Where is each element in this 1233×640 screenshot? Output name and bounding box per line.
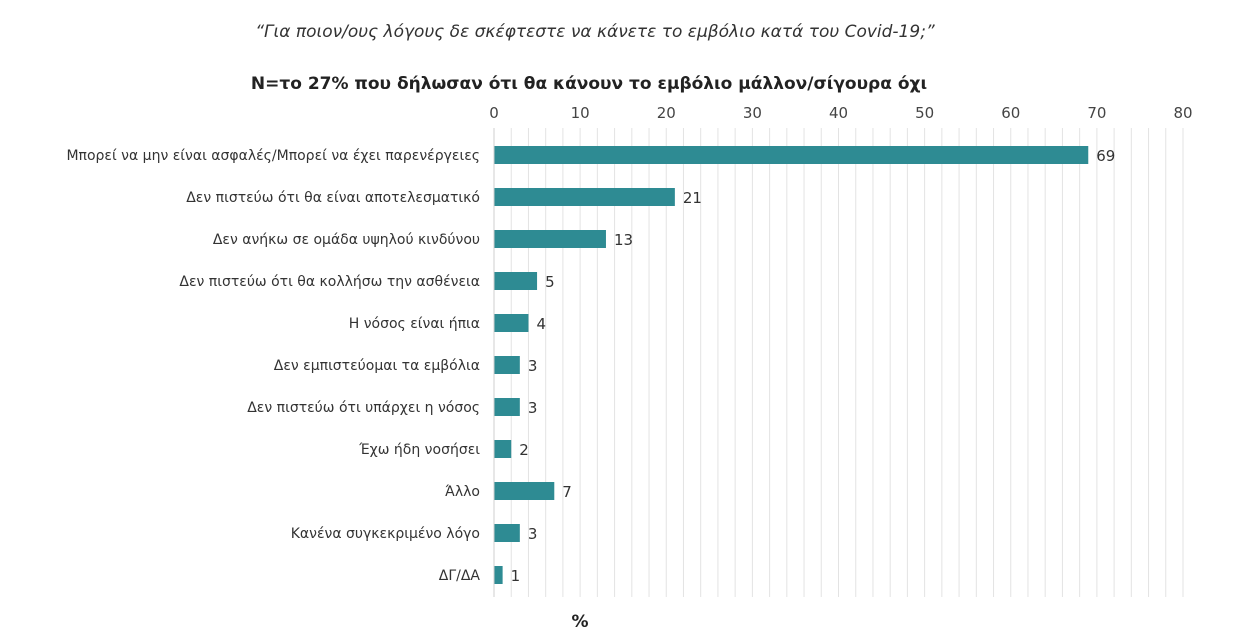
x-tick-label: 10 [571, 104, 590, 122]
category-label: Δεν ανήκω σε ομάδα υψηλού κινδύνου [213, 232, 480, 248]
category-label: Άλλο [445, 484, 480, 500]
x-axis-ticks: 0 10 20 30 40 50 60 70 80 [489, 104, 1192, 122]
bar [494, 314, 529, 332]
category-label: Δεν πιστεύω ότι θα κολλήσω την ασθένεια [179, 274, 480, 290]
data-label: 13 [614, 231, 633, 249]
category-label: ΔΓ/ΔΑ [439, 568, 481, 584]
data-label: 7 [562, 483, 572, 501]
category-label: Δεν εμπιστεύομαι τα εμβόλια [274, 358, 480, 374]
x-axis-unit-label: % [571, 612, 589, 632]
bar [494, 398, 520, 416]
bar [494, 482, 555, 500]
bars [494, 146, 1089, 584]
x-tick-label: 70 [1087, 104, 1106, 122]
category-label: Δεν πιστεύω ότι υπάρχει η νόσος [247, 400, 480, 416]
grid-lines [493, 128, 1184, 597]
category-label: Η νόσος είναι ήπια [349, 316, 480, 332]
bar [494, 272, 538, 290]
bar [494, 356, 520, 374]
bar [494, 188, 675, 206]
data-label: 3 [528, 525, 538, 543]
x-tick-label: 40 [829, 104, 848, 122]
data-label: 2 [519, 441, 529, 459]
bar [494, 440, 512, 458]
category-label: Δεν πιστεύω ότι θα είναι αποτελεσματικό [186, 190, 480, 206]
x-tick-label: 60 [1001, 104, 1020, 122]
bar [494, 524, 520, 542]
data-label: 21 [683, 189, 702, 207]
data-label: 5 [545, 273, 555, 291]
bar [494, 566, 503, 584]
data-label: 69 [1096, 147, 1115, 165]
bar [494, 230, 606, 248]
category-label: Κανένα συγκεκριμένο λόγο [291, 526, 480, 542]
data-label: 3 [528, 357, 538, 375]
category-label: Έχω ήδη νοσήσει [358, 442, 480, 458]
bar [494, 146, 1089, 164]
data-label: 4 [536, 315, 546, 333]
x-tick-label: 0 [489, 104, 499, 122]
x-tick-label: 80 [1173, 104, 1192, 122]
data-label: 3 [528, 399, 538, 417]
category-label: Μπορεί να μην είναι ασφαλές/Μπορεί να έχ… [66, 148, 480, 164]
x-tick-label: 20 [657, 104, 676, 122]
chart-question-title: “Για ποιον/ους λόγους δε σκέφτεστε να κά… [255, 22, 935, 42]
x-tick-label: 30 [743, 104, 762, 122]
data-label: 1 [511, 567, 521, 585]
value-labels: 69 21 13 5 4 3 3 2 7 3 1 [511, 147, 1116, 585]
x-tick-label: 50 [915, 104, 934, 122]
chart-subtitle: N=το 27% που δήλωσαν ότι θα κάνουν το εμ… [250, 74, 928, 94]
category-labels: Μπορεί να μην είναι ασφαλές/Μπορεί να έχ… [66, 148, 480, 584]
